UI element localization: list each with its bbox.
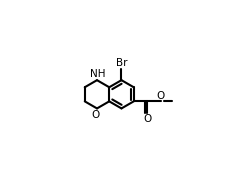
Text: Br: Br	[116, 57, 127, 67]
Text: O: O	[143, 114, 151, 124]
Text: NH: NH	[90, 69, 106, 79]
Text: O: O	[156, 91, 165, 101]
Text: O: O	[92, 110, 100, 120]
